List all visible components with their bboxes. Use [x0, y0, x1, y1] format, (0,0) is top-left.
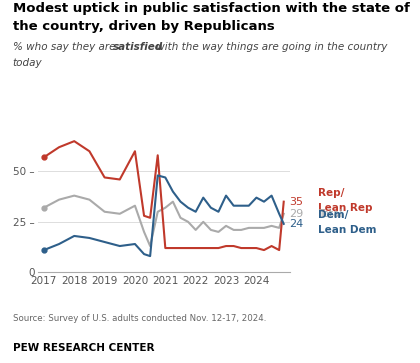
- Text: 29: 29: [289, 209, 303, 219]
- Text: Dem/: Dem/: [318, 210, 348, 220]
- Text: Lean Dem: Lean Dem: [318, 225, 376, 235]
- Text: Total: Total: [318, 209, 342, 219]
- Text: PEW RESEARCH CENTER: PEW RESEARCH CENTER: [13, 343, 154, 353]
- Text: the country, driven by Republicans: the country, driven by Republicans: [13, 20, 274, 33]
- Text: Source: Survey of U.S. adults conducted Nov. 12-17, 2024.: Source: Survey of U.S. adults conducted …: [13, 314, 266, 323]
- Text: Rep/: Rep/: [318, 188, 344, 197]
- Text: 35: 35: [289, 197, 303, 207]
- Text: 24: 24: [289, 219, 303, 229]
- Text: with the way things are going in the country: with the way things are going in the cou…: [153, 42, 387, 52]
- Text: Lean Rep: Lean Rep: [318, 203, 372, 213]
- Text: Modest uptick in public satisfaction with the state of: Modest uptick in public satisfaction wit…: [13, 2, 410, 15]
- Text: today: today: [13, 58, 42, 68]
- Text: % who say they are: % who say they are: [13, 42, 118, 52]
- Text: satisfied: satisfied: [113, 42, 163, 52]
